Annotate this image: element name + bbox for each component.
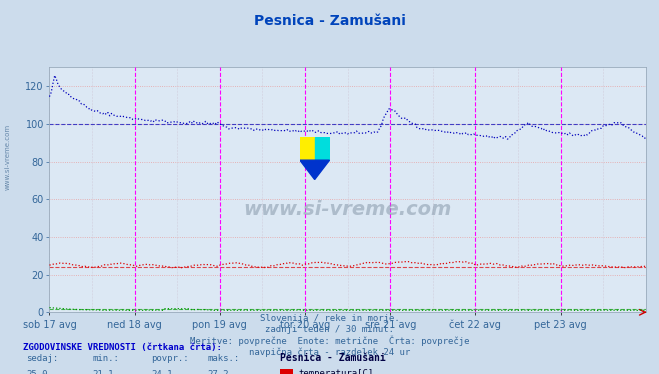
Text: zadnji teden / 30 minut.: zadnji teden / 30 minut. — [265, 325, 394, 334]
Text: www.si-vreme.com: www.si-vreme.com — [5, 124, 11, 190]
Polygon shape — [300, 160, 330, 180]
Text: Slovenija / reke in morje.: Slovenija / reke in morje. — [260, 314, 399, 323]
Text: Pesnica - Zamušani: Pesnica - Zamušani — [280, 353, 386, 363]
Text: 25,0: 25,0 — [26, 370, 48, 374]
Text: povpr.:: povpr.: — [152, 354, 189, 363]
Text: min.:: min.: — [92, 354, 119, 363]
Text: sedaj:: sedaj: — [26, 354, 59, 363]
Text: Pesnica - Zamušani: Pesnica - Zamušani — [254, 14, 405, 28]
Text: navpična črta - razdelek 24 ur: navpična črta - razdelek 24 ur — [249, 347, 410, 357]
Text: Meritve: povprečne  Enote: metrične  Črta: povprečje: Meritve: povprečne Enote: metrične Črta:… — [190, 336, 469, 346]
Text: ZGODOVINSKE VREDNOSTI (črtkana črta):: ZGODOVINSKE VREDNOSTI (črtkana črta): — [23, 343, 222, 352]
Text: 24,1: 24,1 — [152, 370, 173, 374]
Text: www.si-vreme.com: www.si-vreme.com — [243, 200, 452, 219]
Text: temperatura[C]: temperatura[C] — [299, 370, 374, 374]
Text: maks.:: maks.: — [208, 354, 240, 363]
Polygon shape — [315, 137, 330, 160]
Text: 21,1: 21,1 — [92, 370, 114, 374]
Text: 27,2: 27,2 — [208, 370, 229, 374]
Polygon shape — [300, 137, 315, 160]
